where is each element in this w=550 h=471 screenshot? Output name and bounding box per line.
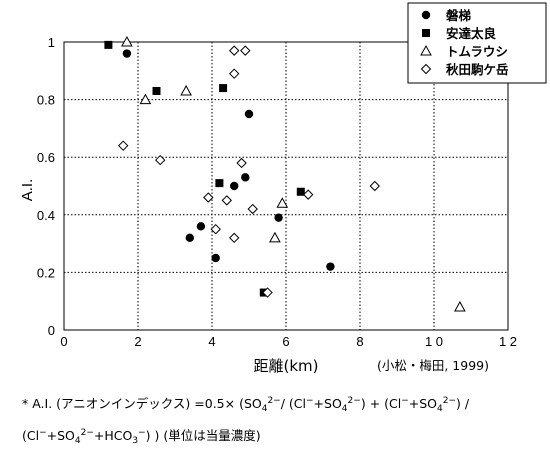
- data-point: [180, 84, 192, 96]
- data-point: [454, 300, 466, 312]
- legend-marker: [420, 63, 432, 75]
- x-tick-label: 0: [60, 334, 67, 349]
- data-point: [228, 45, 240, 56]
- data-point: [211, 253, 220, 263]
- data-point: [241, 173, 250, 182]
- data-point: [121, 35, 133, 47]
- data-points: [104, 35, 466, 312]
- data-point: [152, 86, 161, 95]
- y-tick-label: 0.6: [37, 150, 55, 165]
- legend-marker: [422, 29, 430, 37]
- legend-label: 安達太良: [446, 26, 497, 41]
- legend-marker: [421, 10, 431, 20]
- x-tick-label: 1 0: [425, 334, 443, 349]
- x-tick-label: 8: [356, 334, 363, 349]
- citation: (小松・梅田, 1999): [377, 358, 489, 373]
- data-point: [247, 203, 258, 215]
- data-point: [296, 187, 305, 196]
- y-tick-label: 0: [48, 323, 55, 338]
- x-tick-label: 4: [208, 334, 215, 349]
- data-point: [203, 192, 214, 203]
- data-point: [228, 232, 240, 244]
- y-axis-label: A.I.: [19, 179, 36, 202]
- data-point: [274, 213, 283, 222]
- data-point: [230, 181, 239, 191]
- y-tick-label: 0.2: [37, 265, 55, 280]
- data-point: [244, 109, 254, 119]
- data-point: [215, 179, 224, 188]
- data-point: [302, 189, 314, 200]
- data-point: [262, 287, 273, 298]
- x-axis-label: 距離(km): [253, 357, 318, 375]
- axis-ticks: 0 2 4 6 8 1 0 1 2 0 0.2 0.4 0.6 0.8 1: [37, 35, 517, 349]
- data-point: [139, 93, 152, 105]
- data-point: [269, 231, 281, 243]
- legend-label: 秋田駒ケ岳: [446, 62, 509, 77]
- legend-label: トムラウシ: [446, 44, 508, 59]
- data-point: [154, 154, 166, 166]
- data-point: [210, 223, 221, 235]
- legend-box: [407, 2, 547, 84]
- x-tick-label: 2: [134, 334, 141, 349]
- data-point: [117, 140, 129, 151]
- data-point: [104, 40, 113, 49]
- data-point: [276, 197, 289, 208]
- y-tick-label: 0.4: [37, 208, 55, 223]
- y-tick-label: 0.8: [37, 93, 55, 108]
- y-tick-label: 1: [48, 35, 55, 50]
- legend-marker: [420, 44, 432, 56]
- data-point: [240, 45, 251, 56]
- scatter-chart: 0 2 4 6 8 1 0 1 2 0 0.2 0.4 0.6 0.8 1 A.I. 距離(km) (小…: [19, 2, 547, 375]
- data-point: [221, 195, 233, 206]
- footnote-line-1: * A.I. (アニオンインデックス) =0.5× (SO42−/ (Cl−+S…: [22, 396, 470, 414]
- data-point: [219, 84, 228, 93]
- legend-label: 磐梯: [446, 8, 472, 23]
- data-point: [122, 49, 132, 58]
- data-point: [185, 233, 194, 243]
- data-point: [236, 157, 247, 169]
- data-point: [326, 262, 335, 271]
- plot-frame: [63, 41, 509, 331]
- grid-lines: [64, 42, 508, 330]
- x-tick-label: 1 2: [499, 334, 517, 349]
- data-point: [369, 180, 381, 192]
- data-point: [228, 68, 240, 79]
- x-tick-label: 6: [282, 334, 289, 349]
- data-point: [196, 222, 206, 231]
- footnote-line-2: (Cl−+SO42−+HCO3−) ) (単位は当量濃度): [22, 428, 261, 446]
